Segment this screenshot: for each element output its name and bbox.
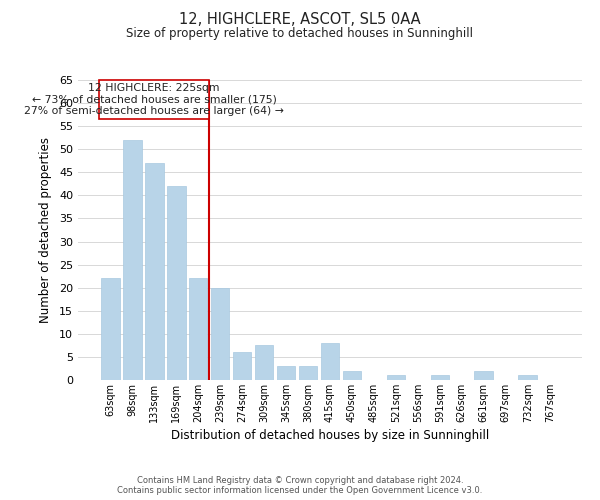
Text: Contains public sector information licensed under the Open Government Licence v3: Contains public sector information licen… <box>118 486 482 495</box>
Bar <box>145 163 164 380</box>
Bar <box>320 343 340 380</box>
Bar <box>386 376 405 380</box>
Bar <box>277 366 295 380</box>
Y-axis label: Number of detached properties: Number of detached properties <box>39 137 52 323</box>
Bar <box>343 371 361 380</box>
Text: ← 73% of detached houses are smaller (175): ← 73% of detached houses are smaller (17… <box>32 94 277 104</box>
Bar <box>299 366 317 380</box>
Bar <box>431 376 449 380</box>
Bar <box>167 186 185 380</box>
Bar <box>189 278 208 380</box>
Text: 12 HIGHCLERE: 225sqm: 12 HIGHCLERE: 225sqm <box>88 84 220 94</box>
Text: Size of property relative to detached houses in Sunninghill: Size of property relative to detached ho… <box>127 28 473 40</box>
Bar <box>211 288 229 380</box>
Text: Contains HM Land Registry data © Crown copyright and database right 2024.: Contains HM Land Registry data © Crown c… <box>137 476 463 485</box>
Bar <box>101 278 119 380</box>
X-axis label: Distribution of detached houses by size in Sunninghill: Distribution of detached houses by size … <box>171 429 489 442</box>
Text: 12, HIGHCLERE, ASCOT, SL5 0AA: 12, HIGHCLERE, ASCOT, SL5 0AA <box>179 12 421 28</box>
Bar <box>518 376 537 380</box>
Text: 27% of semi-detached houses are larger (64) →: 27% of semi-detached houses are larger (… <box>24 106 284 116</box>
Bar <box>475 371 493 380</box>
Bar <box>123 140 142 380</box>
Bar <box>233 352 251 380</box>
Bar <box>99 80 209 119</box>
Bar <box>255 346 274 380</box>
